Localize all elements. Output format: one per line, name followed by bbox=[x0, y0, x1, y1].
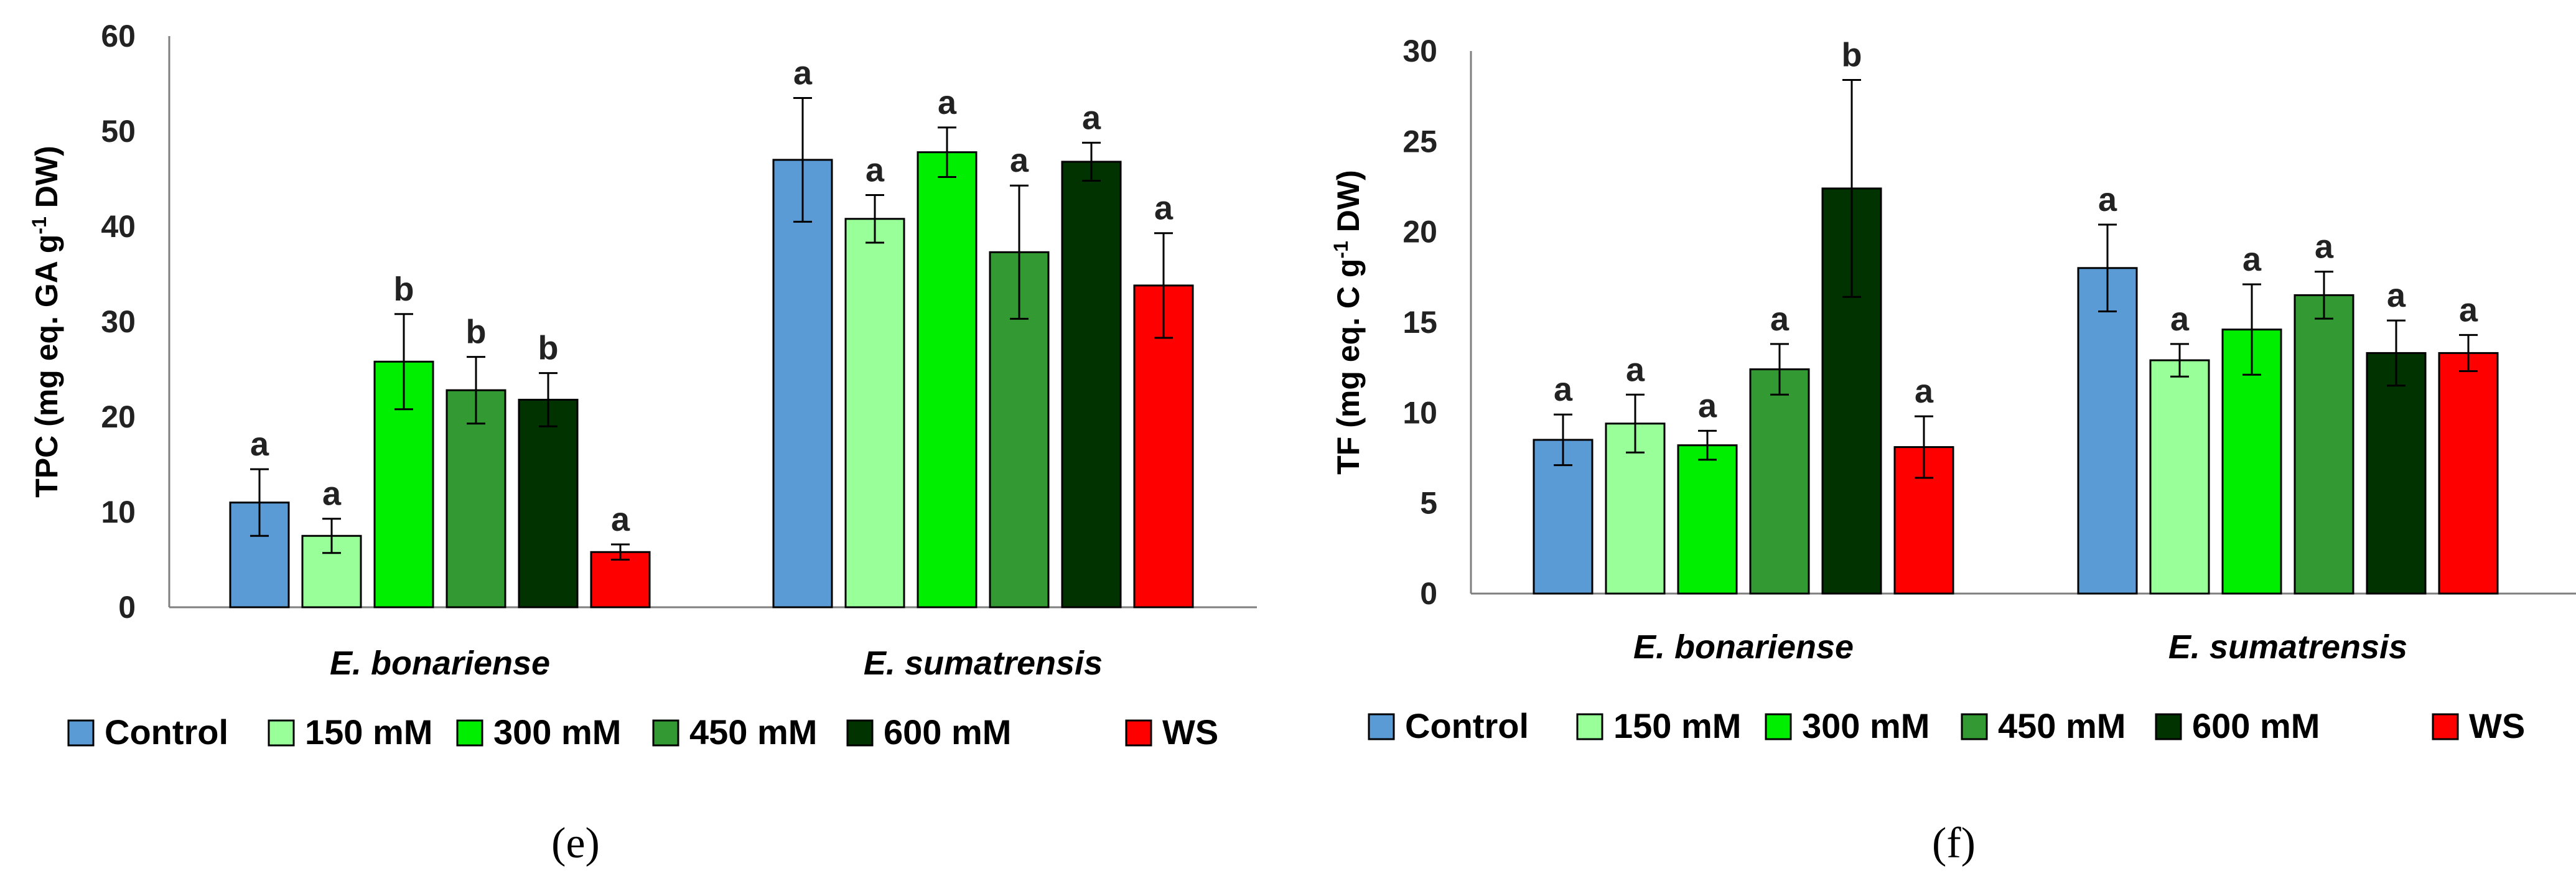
y-tick-label: 30 bbox=[1402, 34, 1437, 68]
significance-letter: a bbox=[1698, 387, 1717, 424]
y-tick-label: 25 bbox=[1402, 124, 1437, 159]
y-tick-label: 0 bbox=[1420, 576, 1437, 611]
legend-label: 150 mM bbox=[305, 712, 432, 752]
y-axis-label: TF (mg eq. C g-1 DW) bbox=[1330, 170, 1366, 475]
category-label: E. sumatrensis bbox=[864, 645, 1103, 682]
category-label: E. sumatrensis bbox=[2168, 628, 2407, 666]
bar bbox=[2077, 267, 2138, 595]
y-tick-label: 60 bbox=[101, 19, 136, 54]
bar bbox=[1061, 161, 1122, 609]
significance-letter: a bbox=[1770, 301, 1790, 338]
bar bbox=[446, 389, 506, 609]
significance-letter: b bbox=[466, 314, 487, 351]
y-tick-label: 20 bbox=[101, 399, 136, 434]
legend-label: 150 mM bbox=[1613, 706, 1741, 745]
y-tick-label: 50 bbox=[101, 114, 136, 149]
significance-letter: a bbox=[866, 152, 885, 189]
legend-swatch bbox=[1961, 713, 1988, 740]
y-tick-label: 20 bbox=[1402, 215, 1437, 249]
bar bbox=[2366, 352, 2427, 595]
significance-letter: b bbox=[1842, 37, 1862, 74]
legend-swatch bbox=[268, 719, 295, 747]
legend-label: WS bbox=[1162, 712, 1218, 752]
y-tick-label: 5 bbox=[1420, 486, 1437, 521]
legend-swatch bbox=[1765, 713, 1792, 740]
legend-swatch bbox=[2155, 713, 2182, 740]
legend-label: 450 mM bbox=[1998, 706, 2126, 745]
legend-label: 600 mM bbox=[884, 712, 1011, 752]
significance-letter: a bbox=[250, 426, 269, 463]
significance-letter: a bbox=[611, 501, 630, 538]
legend-label: 300 mM bbox=[1802, 706, 1930, 745]
significance-letter: b bbox=[394, 271, 414, 308]
legend-label: 300 mM bbox=[493, 712, 621, 752]
y-axis-label: TPC (mg eq. GA g-1 DW) bbox=[28, 146, 64, 497]
legend-swatch bbox=[652, 719, 679, 747]
significance-letter: a bbox=[1915, 373, 1934, 410]
y-tick-label: 30 bbox=[101, 304, 136, 339]
bar bbox=[844, 218, 905, 609]
significance-letter: a bbox=[1626, 351, 1645, 388]
legend-swatch bbox=[2432, 713, 2459, 740]
panel-label: (f) bbox=[1932, 819, 1976, 867]
significance-letter: a bbox=[322, 475, 342, 513]
bar bbox=[1677, 444, 1738, 595]
significance-letter: a bbox=[2459, 291, 2478, 329]
bar bbox=[2438, 352, 2499, 595]
legend-swatch bbox=[846, 719, 874, 747]
chart-panel-e: 0 10 20 30 40 50 60 TPC (mg eq. GA g-1 DW) a a b b b… bbox=[28, 19, 1257, 867]
significance-letter: a bbox=[2315, 228, 2334, 266]
y-tick-label: 40 bbox=[101, 209, 136, 244]
significance-letter: a bbox=[1082, 99, 1101, 136]
significance-letter: a bbox=[938, 84, 957, 121]
legend-swatch bbox=[1368, 713, 1395, 740]
bar bbox=[2294, 294, 2354, 595]
significance-letter: a bbox=[1010, 142, 1029, 179]
legend-swatch bbox=[456, 719, 483, 747]
legend-swatch bbox=[1576, 713, 1603, 740]
legend-swatch bbox=[1125, 719, 1152, 747]
legend-swatch bbox=[67, 719, 95, 747]
significance-letter: a bbox=[1154, 190, 1174, 227]
significance-letter: a bbox=[2242, 241, 2262, 278]
panel-label: (e) bbox=[551, 819, 600, 867]
significance-letter: a bbox=[793, 54, 813, 91]
chart-panel-f: 0 5 10 15 20 25 30 TF (mg eq. C g-1 DW) a a a a b a E.… bbox=[1330, 34, 2576, 867]
category-label: E. bonariense bbox=[1633, 628, 1854, 666]
legend-label: Control bbox=[105, 712, 228, 752]
bar bbox=[2149, 359, 2210, 595]
y-tick-label: 10 bbox=[101, 495, 136, 529]
significance-letter: a bbox=[2170, 301, 2190, 338]
bar bbox=[1749, 368, 1810, 595]
bar bbox=[772, 159, 833, 609]
bar bbox=[518, 398, 579, 609]
y-tick-label: 15 bbox=[1402, 305, 1437, 340]
significance-letter: a bbox=[2098, 181, 2117, 218]
y-tick-label: 0 bbox=[118, 590, 136, 625]
bar bbox=[590, 551, 651, 609]
bar bbox=[301, 534, 362, 609]
legend-label: WS bbox=[2469, 706, 2525, 745]
significance-letter: a bbox=[2387, 277, 2406, 314]
significance-letter: a bbox=[1554, 371, 1573, 408]
significance-letter: b bbox=[538, 330, 559, 367]
legend-label: 450 mM bbox=[689, 712, 817, 752]
y-tick-label: 10 bbox=[1402, 395, 1437, 430]
category-label: E. bonariense bbox=[330, 645, 550, 682]
bar bbox=[917, 151, 978, 609]
legend-label: Control bbox=[1405, 706, 1529, 745]
legend-label: 600 mM bbox=[2192, 706, 2320, 745]
